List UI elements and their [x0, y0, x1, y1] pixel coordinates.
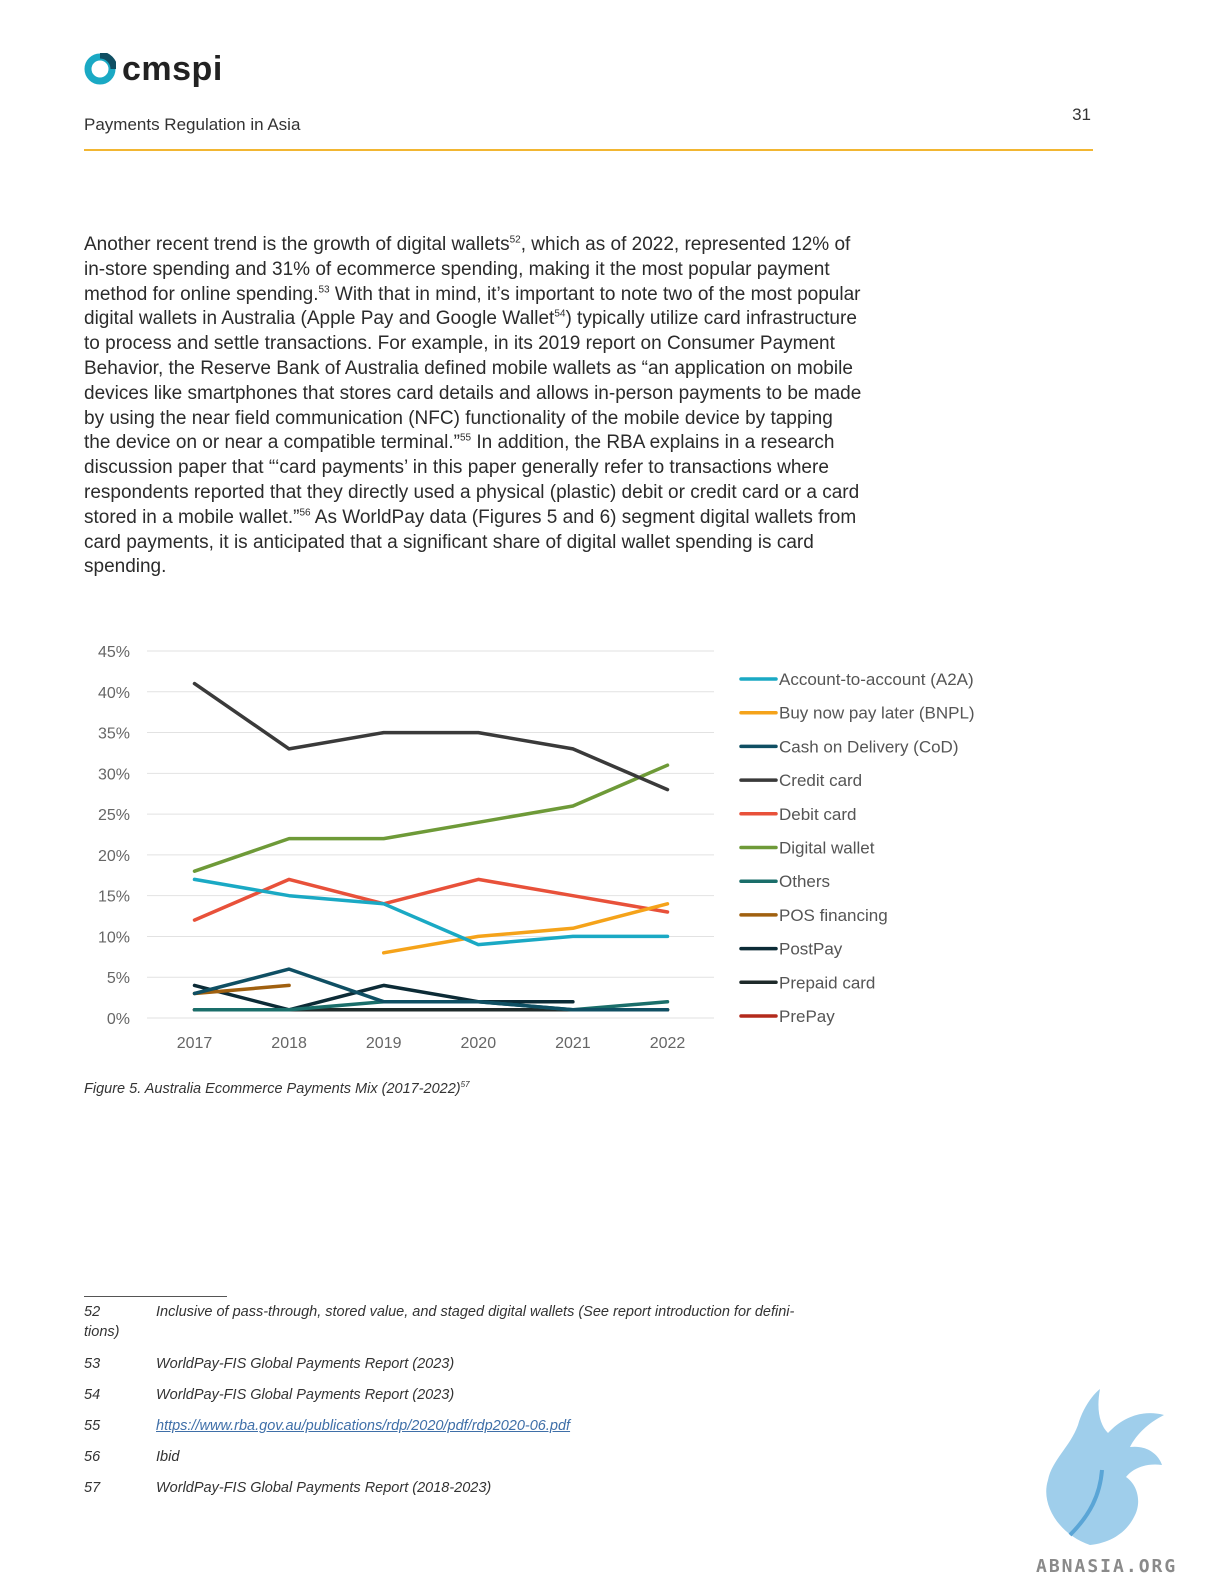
legend-label: POS financing — [779, 906, 888, 925]
figure-caption-text: Figure 5. Australia Ecommerce Payments M… — [84, 1081, 461, 1097]
series-line-debit-card — [192, 877, 670, 922]
header-rule — [84, 149, 1093, 151]
x-tick-label: 2017 — [177, 1035, 213, 1052]
footnote-57: 57 WorldPay-FIS Global Payments Report (2… — [84, 1478, 874, 1498]
series-line-digital-wallet — [192, 763, 670, 873]
legend-label: Digital wallet — [779, 839, 875, 858]
legend-label: PrePay — [779, 1007, 835, 1026]
footnote-text: WorldPay-FIS Global Payments Report (201… — [156, 1480, 492, 1496]
footnote-56: 56 Ibid — [84, 1447, 874, 1467]
x-tick-label: 2022 — [650, 1035, 686, 1052]
x-tick-label: 2018 — [271, 1035, 307, 1052]
footnote-divider — [84, 1296, 227, 1297]
footnote-ref: 52 — [509, 234, 521, 246]
footnote-number: 56 — [84, 1449, 101, 1465]
footnote-54: 54 WorldPay-FIS Global Payments Report (2… — [84, 1385, 874, 1405]
paragraph-segment: In addition, the RBA explains in a resea… — [84, 432, 860, 528]
x-tick-label: 2021 — [555, 1035, 591, 1052]
y-tick-label: 5% — [107, 970, 130, 987]
legend-label: Credit card — [779, 771, 862, 790]
logo: cmspi — [84, 52, 223, 86]
x-tick-label: 2019 — [366, 1035, 402, 1052]
series-line-account-to-account-a2a — [192, 877, 670, 947]
logo-text: cmspi — [122, 50, 223, 88]
footnote-text: Inclusive of pass-through, stored value,… — [156, 1304, 795, 1320]
paragraph-segment: ) typically utilize card infrastructure … — [84, 308, 862, 454]
legend-label: Cash on Delivery (CoD) — [779, 737, 959, 756]
footnote-text-continued: tions) — [84, 1324, 120, 1340]
header-title: Payments Regulation in Asia — [84, 115, 301, 134]
y-tick-label: 35% — [98, 726, 130, 743]
footnote-53: 53 WorldPay-FIS Global Payments Report (2… — [84, 1354, 874, 1374]
footnote-link[interactable]: https://www.rba.gov.au/publications/rdp/… — [156, 1418, 571, 1434]
payments-mix-chart: 0% 5% 10% 15% 20% 25% 30% 35% 40% 45% 2017 2018 2019… — [98, 644, 975, 1052]
watermark-text: ABNASIA.ORG — [1036, 1556, 1178, 1577]
griffin-watermark-icon — [1046, 1389, 1164, 1545]
footnote-number: 57 — [84, 1480, 101, 1496]
y-tick-label: 25% — [98, 807, 130, 824]
footnote-ref: 53 — [318, 284, 330, 296]
cmspi-logo-icon — [84, 53, 116, 85]
y-tick-label: 0% — [107, 1011, 130, 1028]
footnote-52: 52 Inclusive of pass-through, stored valu… — [84, 1302, 874, 1342]
legend-label: PostPay — [779, 940, 843, 959]
legend-label: Prepaid card — [779, 973, 875, 992]
body-paragraph: Another recent trend is the growth of di… — [84, 233, 864, 580]
series-line-cash-on-delivery-cod — [192, 967, 670, 1012]
footnote-ref: 54 — [554, 309, 566, 321]
series-line-pos-financing — [192, 983, 291, 996]
paragraph-segment: Another recent trend is the growth of di… — [84, 234, 510, 255]
y-tick-label: 10% — [98, 929, 130, 946]
page-number: 31 — [1072, 105, 1091, 124]
footnote-ref: 56 — [299, 507, 311, 519]
paragraph-segment: With that in mind, it’s important to not… — [84, 283, 861, 330]
y-tick-label: 45% — [98, 644, 130, 661]
footnote-number: 55 — [84, 1418, 101, 1434]
series-line-postpay — [192, 983, 575, 1012]
figure-caption-footnote-ref: 57 — [460, 1080, 470, 1090]
x-tick-label: 2020 — [461, 1035, 497, 1052]
footnote-number: 52 — [84, 1304, 101, 1320]
y-tick-label: 40% — [98, 685, 130, 702]
y-tick-label: 20% — [98, 848, 130, 865]
figure-caption: Figure 5. Australia Ecommerce Payments M… — [84, 1081, 470, 1097]
legend-label: Account-to-account (A2A) — [779, 670, 974, 689]
footnote-55: 55 https://www.rba.gov.au/publications/rd… — [84, 1416, 874, 1436]
footnote-text: WorldPay-FIS Global Payments Report (202… — [156, 1356, 455, 1372]
footnote-number: 53 — [84, 1356, 101, 1372]
legend-label: Buy now pay later (BNPL) — [779, 704, 975, 723]
series-line-buy-now-pay-later-bnpl — [381, 902, 670, 955]
paragraph-segment: , which as of 2022, represented 12% of i… — [84, 234, 851, 305]
footnote-ref: 55 — [459, 433, 472, 445]
footnote-number: 54 — [84, 1387, 101, 1403]
series-line-credit-card — [192, 681, 670, 792]
footnote-text: WorldPay-FIS Global Payments Report (202… — [156, 1387, 455, 1403]
legend-label: Others — [779, 872, 830, 891]
paragraph-segment: As WorldPay data (Figures 5 and 6) segme… — [84, 506, 857, 578]
legend-label: Debit card — [779, 805, 856, 824]
y-tick-label: 30% — [98, 766, 130, 783]
footnote-text: Ibid — [156, 1449, 180, 1465]
y-tick-label: 15% — [98, 889, 130, 906]
